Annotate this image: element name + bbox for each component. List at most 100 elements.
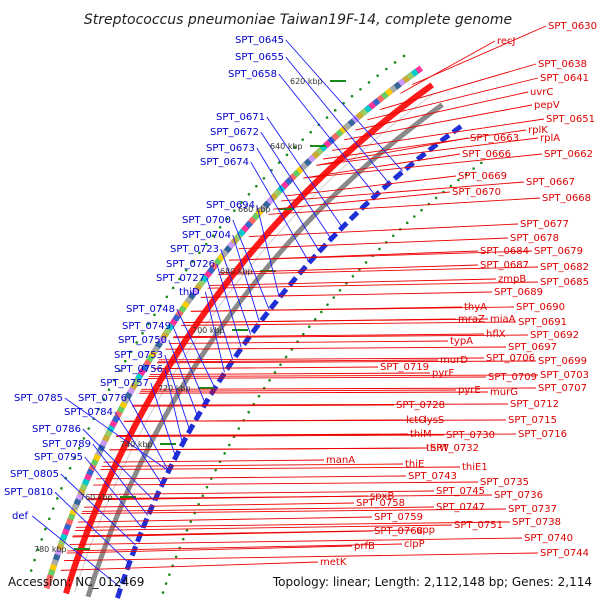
gc-dot: [313, 318, 317, 321]
gc-dot: [325, 116, 329, 119]
gene-arrow-reverse: [135, 531, 144, 543]
gene-label-left: SPT_0749: [122, 321, 171, 332]
gene-label-right: typA: [450, 336, 473, 347]
label-leader-line: [87, 494, 493, 500]
gene-label-right: pyrF: [432, 368, 454, 379]
gc-dot: [153, 313, 156, 317]
gc-dot: [472, 167, 475, 170]
label-leader-line: [92, 443, 149, 516]
label-leader-line: [147, 376, 487, 379]
gc-dot: [181, 537, 185, 541]
gc-dot: [204, 242, 208, 246]
accession-text: Accession: NC_012469: [8, 575, 144, 589]
label-leader-line: [217, 266, 539, 276]
gene-label-right: pepV: [534, 100, 560, 111]
gc-dot: [201, 494, 205, 497]
label-leader-line: [64, 397, 169, 472]
gc-dot: [164, 582, 168, 585]
gene-label-left: SPT_0723: [170, 244, 219, 255]
gene-label-right: recJ: [497, 36, 516, 47]
gene-arrow-reverse: [307, 253, 318, 265]
gc-dot: [184, 268, 188, 272]
gene-label-right: SPT_0732: [430, 443, 479, 454]
gc-dot: [29, 569, 33, 572]
gc-dot: [214, 468, 217, 472]
gene-label-left: SPT_0795: [34, 452, 83, 463]
gene-label-right: SPT_0699: [538, 356, 587, 367]
label-leader-line: [229, 250, 533, 261]
gc-dot: [40, 538, 44, 541]
label-leader-line: [209, 278, 497, 286]
gene-label-right: SPT_0745: [436, 486, 485, 497]
label-leader-line: [60, 473, 136, 546]
label-leader-line: [76, 521, 511, 528]
gene-label-right: SPT_0670: [452, 187, 501, 198]
gc-dot: [385, 67, 388, 71]
gene-label-left: SPT_0810: [4, 487, 53, 498]
gc-dot: [141, 331, 144, 335]
gc-dot: [123, 359, 127, 363]
gene-arrow-reverse: [370, 190, 382, 201]
label-leader-line: [355, 91, 529, 131]
gene-label-right: thyA: [464, 302, 487, 313]
gene-label-right: thiW: [426, 443, 449, 454]
gene-label-right: SPT_0712: [510, 399, 559, 410]
gc-dot: [87, 427, 91, 430]
gene-label-right: pyrE: [458, 385, 481, 396]
label-leader-line: [150, 382, 176, 457]
label-leader-line: [101, 463, 404, 467]
gene-arrow-reverse: [233, 347, 244, 359]
gc-dot: [60, 487, 63, 490]
gene-arrow-reverse: [250, 322, 261, 334]
gc-dot: [205, 485, 209, 489]
label-leader-line: [82, 428, 155, 501]
gene-label-left: SPT_0726: [166, 259, 215, 270]
gc-dot: [233, 209, 236, 212]
gene-label-right: SPT_0747: [436, 502, 485, 513]
gc-dot: [185, 529, 189, 532]
gc-dot: [480, 161, 483, 165]
label-lines: [32, 25, 547, 588]
gc-dot: [189, 520, 193, 523]
label-leader-line: [172, 325, 206, 404]
gene-label-right: murD: [440, 355, 468, 366]
gc-dot: [351, 274, 355, 278]
gc-dot: [301, 138, 305, 141]
label-leader-line: [74, 524, 453, 532]
gene-arrow-reverse: [392, 170, 404, 181]
gene-label-right: SPT_0697: [508, 342, 557, 353]
gene-label-left: SPT_0672: [210, 127, 259, 138]
gene-label-left: SPT_0776: [78, 393, 127, 404]
label-leader-line: [149, 372, 431, 375]
label-leader-line: [238, 237, 509, 250]
gene-label-right: SPT_0737: [508, 504, 557, 515]
label-leader-line: [285, 175, 457, 197]
tick-label: 680 kbp: [220, 267, 253, 276]
gene-arrow-reverse: [172, 449, 182, 461]
gene-label-right: thiM: [410, 429, 432, 440]
gene-label-right: SPT_0719: [380, 362, 429, 373]
gene-label-right: SPT_0692: [530, 330, 579, 341]
label-leader-line: [232, 219, 270, 310]
gc-dot: [285, 153, 289, 157]
gene-label-right: prfB: [354, 541, 375, 552]
gene-arrow-reverse: [208, 384, 219, 396]
gc-dot: [223, 452, 226, 455]
gene-label-left: SPT_0757: [100, 378, 149, 389]
label-leader-line: [303, 153, 461, 179]
gc-dot: [73, 456, 76, 460]
gene-label-right: clpP: [404, 539, 425, 550]
gc-dot: [97, 407, 100, 411]
gene-label-left: SPT_0748: [126, 304, 175, 315]
label-leader-line: [256, 147, 320, 252]
gene-label-right: SPT_0662: [544, 149, 593, 160]
gc-dot: [338, 289, 342, 292]
gene-label-right: SPT_0684: [480, 246, 529, 257]
gc-dot: [165, 295, 169, 299]
label-leader-line: [250, 161, 310, 263]
gc-dot: [102, 398, 106, 401]
gene-arrow-reverse: [439, 133, 451, 144]
gene-label-right: SPT_0689: [494, 287, 543, 298]
gc-dot: [332, 296, 336, 299]
gc-dot: [191, 260, 195, 263]
